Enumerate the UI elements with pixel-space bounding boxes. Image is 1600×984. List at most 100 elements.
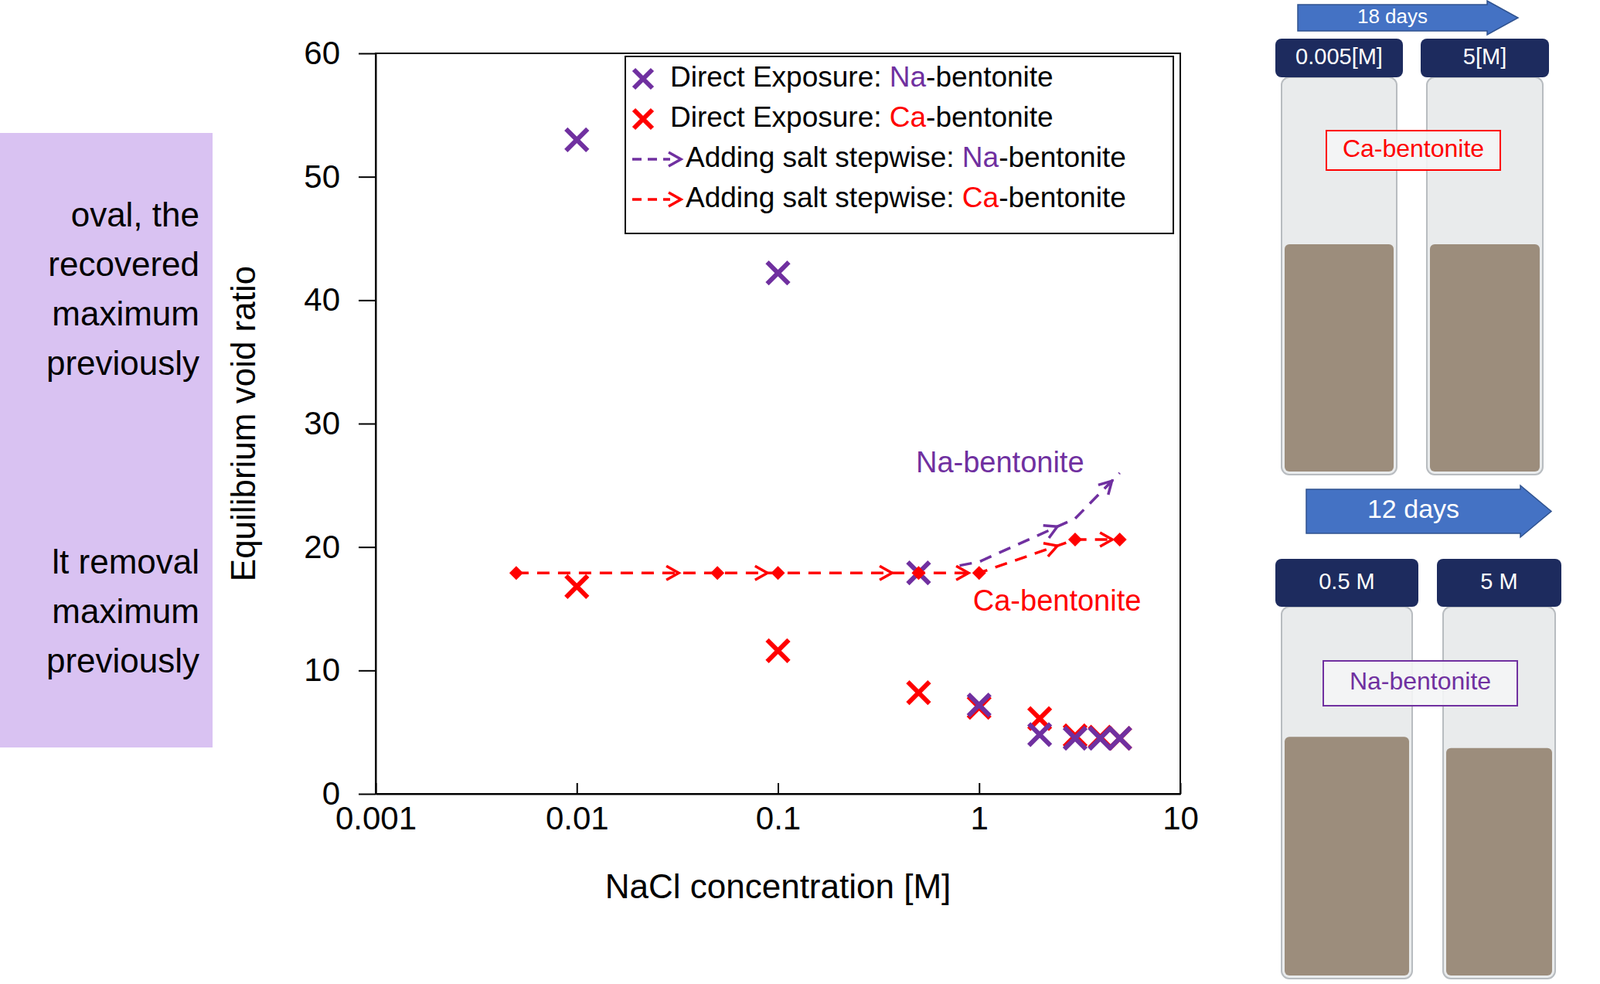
point-marker bbox=[565, 129, 588, 151]
tick-mark bbox=[978, 782, 981, 794]
tube-sediment bbox=[1429, 244, 1540, 472]
tube-cap bbox=[1275, 38, 1403, 78]
tick-label: 0 bbox=[322, 775, 341, 812]
duration-label: 18 days bbox=[1357, 4, 1428, 28]
point-marker bbox=[1064, 727, 1086, 749]
point-marker bbox=[1109, 727, 1131, 749]
tick-mark bbox=[358, 670, 376, 672]
tick: 0.01 bbox=[545, 782, 610, 837]
legend-label: Direct Exposure: Na-bentonite bbox=[670, 61, 1054, 93]
tube-label: 5[M] bbox=[1463, 44, 1507, 69]
tick-mark bbox=[358, 299, 376, 302]
tube-label: 0.5 M bbox=[1318, 568, 1376, 594]
tick-mark bbox=[358, 53, 376, 55]
tick-label: 10 bbox=[303, 651, 341, 688]
point-marker bbox=[767, 262, 790, 284]
arrow-head bbox=[1043, 520, 1061, 538]
tick-mark bbox=[358, 546, 376, 549]
side-note-text: lt removal bbox=[51, 542, 200, 581]
legend-label: Direct Exposure: Ca-bentonite bbox=[670, 101, 1054, 133]
legend-symbol bbox=[668, 192, 681, 207]
arrow-head bbox=[1043, 539, 1060, 557]
legend-symbol bbox=[632, 157, 671, 161]
point-marker bbox=[1089, 727, 1111, 749]
point-marker bbox=[771, 565, 786, 580]
series-line bbox=[960, 473, 1120, 566]
duration-label: 12 days bbox=[1367, 493, 1460, 524]
point-marker bbox=[767, 640, 790, 662]
point-marker bbox=[509, 565, 524, 580]
sample-label: Na-bentonite bbox=[1349, 667, 1492, 695]
series-line bbox=[516, 539, 1120, 573]
tick-label: 60 bbox=[303, 34, 341, 72]
tick: 0 bbox=[322, 775, 376, 812]
tick: 1 bbox=[970, 782, 989, 837]
legend-label: Adding salt stepwise: Na-bentonite bbox=[685, 141, 1127, 174]
tick: 0.1 bbox=[755, 782, 801, 837]
tick: 20 bbox=[303, 528, 376, 566]
tick-label: 0.001 bbox=[335, 800, 417, 837]
tick-label: 1 bbox=[970, 800, 989, 837]
time-arrow bbox=[1297, 0, 1519, 35]
tick-mark bbox=[358, 423, 376, 426]
sample-label: Ca-bentonite bbox=[1342, 134, 1485, 163]
y-axis: 0 10 20 30 40 50 60 bbox=[303, 34, 376, 812]
side-note-text: oval, the bbox=[71, 195, 200, 234]
arrow-head bbox=[666, 565, 679, 580]
sample-label-box bbox=[1323, 660, 1518, 706]
tick-mark bbox=[358, 793, 376, 796]
point-marker bbox=[710, 565, 725, 580]
y-axis-title: Equilibrium void ratio bbox=[224, 265, 263, 582]
arrow-head bbox=[755, 565, 768, 580]
point-marker bbox=[565, 575, 588, 598]
arrow-head bbox=[1099, 532, 1113, 547]
tube-cap bbox=[1436, 558, 1562, 607]
legend-symbol bbox=[668, 152, 681, 167]
x-axis: 0.001 0.01 0.1 1 10 bbox=[335, 782, 1199, 837]
point-marker bbox=[911, 565, 926, 580]
tick-mark bbox=[777, 782, 780, 794]
sample-label-box bbox=[1326, 130, 1501, 171]
point-marker bbox=[1113, 532, 1127, 547]
tick: 60 bbox=[303, 34, 376, 72]
photo: 0.5 M 5 M 12 days Na-bentonite bbox=[1275, 485, 1562, 979]
side-note-text: maximum bbox=[51, 294, 200, 333]
tick-label: 50 bbox=[303, 158, 341, 195]
legend-symbol bbox=[633, 69, 653, 89]
tube-label: 5 M bbox=[1480, 568, 1518, 594]
tick: 50 bbox=[303, 158, 376, 195]
legend: Direct Exposure: Na-bentonite Direct Expo… bbox=[625, 56, 1174, 234]
annotation: Ca-bentonite bbox=[973, 584, 1142, 617]
point-marker bbox=[1068, 532, 1083, 547]
tick-label: 20 bbox=[303, 528, 341, 566]
tube-cap bbox=[1275, 558, 1419, 607]
side-note-box bbox=[0, 132, 213, 748]
point-marker bbox=[968, 694, 991, 716]
chart-canvas: oval, the recovered maximum previously lt re… bbox=[0, 0, 1600, 984]
tick-label: 0.1 bbox=[755, 800, 801, 837]
tick: 10 bbox=[303, 651, 376, 688]
arrow-head bbox=[1098, 476, 1117, 495]
side-note-text: previously bbox=[46, 343, 200, 382]
time-arrow bbox=[1306, 485, 1552, 538]
tick-label: 0.01 bbox=[545, 800, 610, 837]
tick-label: 30 bbox=[303, 405, 341, 442]
tick: 30 bbox=[303, 405, 376, 442]
arrow-head bbox=[879, 565, 892, 580]
plot-frame bbox=[375, 53, 1181, 794]
tick-mark bbox=[576, 782, 579, 794]
tube-sediment bbox=[1284, 736, 1410, 976]
side-note-text: previously bbox=[46, 641, 200, 680]
point-marker bbox=[972, 565, 987, 580]
side-note-text: recovered bbox=[47, 245, 200, 283]
tube-cap bbox=[1420, 38, 1549, 78]
tube-label: 0.005[M] bbox=[1295, 44, 1383, 69]
point-marker bbox=[907, 681, 930, 704]
tick-mark bbox=[358, 176, 376, 178]
point-marker bbox=[1028, 723, 1051, 746]
side-note-text: maximum bbox=[51, 592, 200, 630]
tick: 40 bbox=[303, 281, 376, 318]
tick-label: 10 bbox=[1162, 800, 1199, 837]
point-marker bbox=[1109, 727, 1131, 749]
legend-label: Adding salt stepwise: Ca-bentonite bbox=[685, 181, 1127, 214]
